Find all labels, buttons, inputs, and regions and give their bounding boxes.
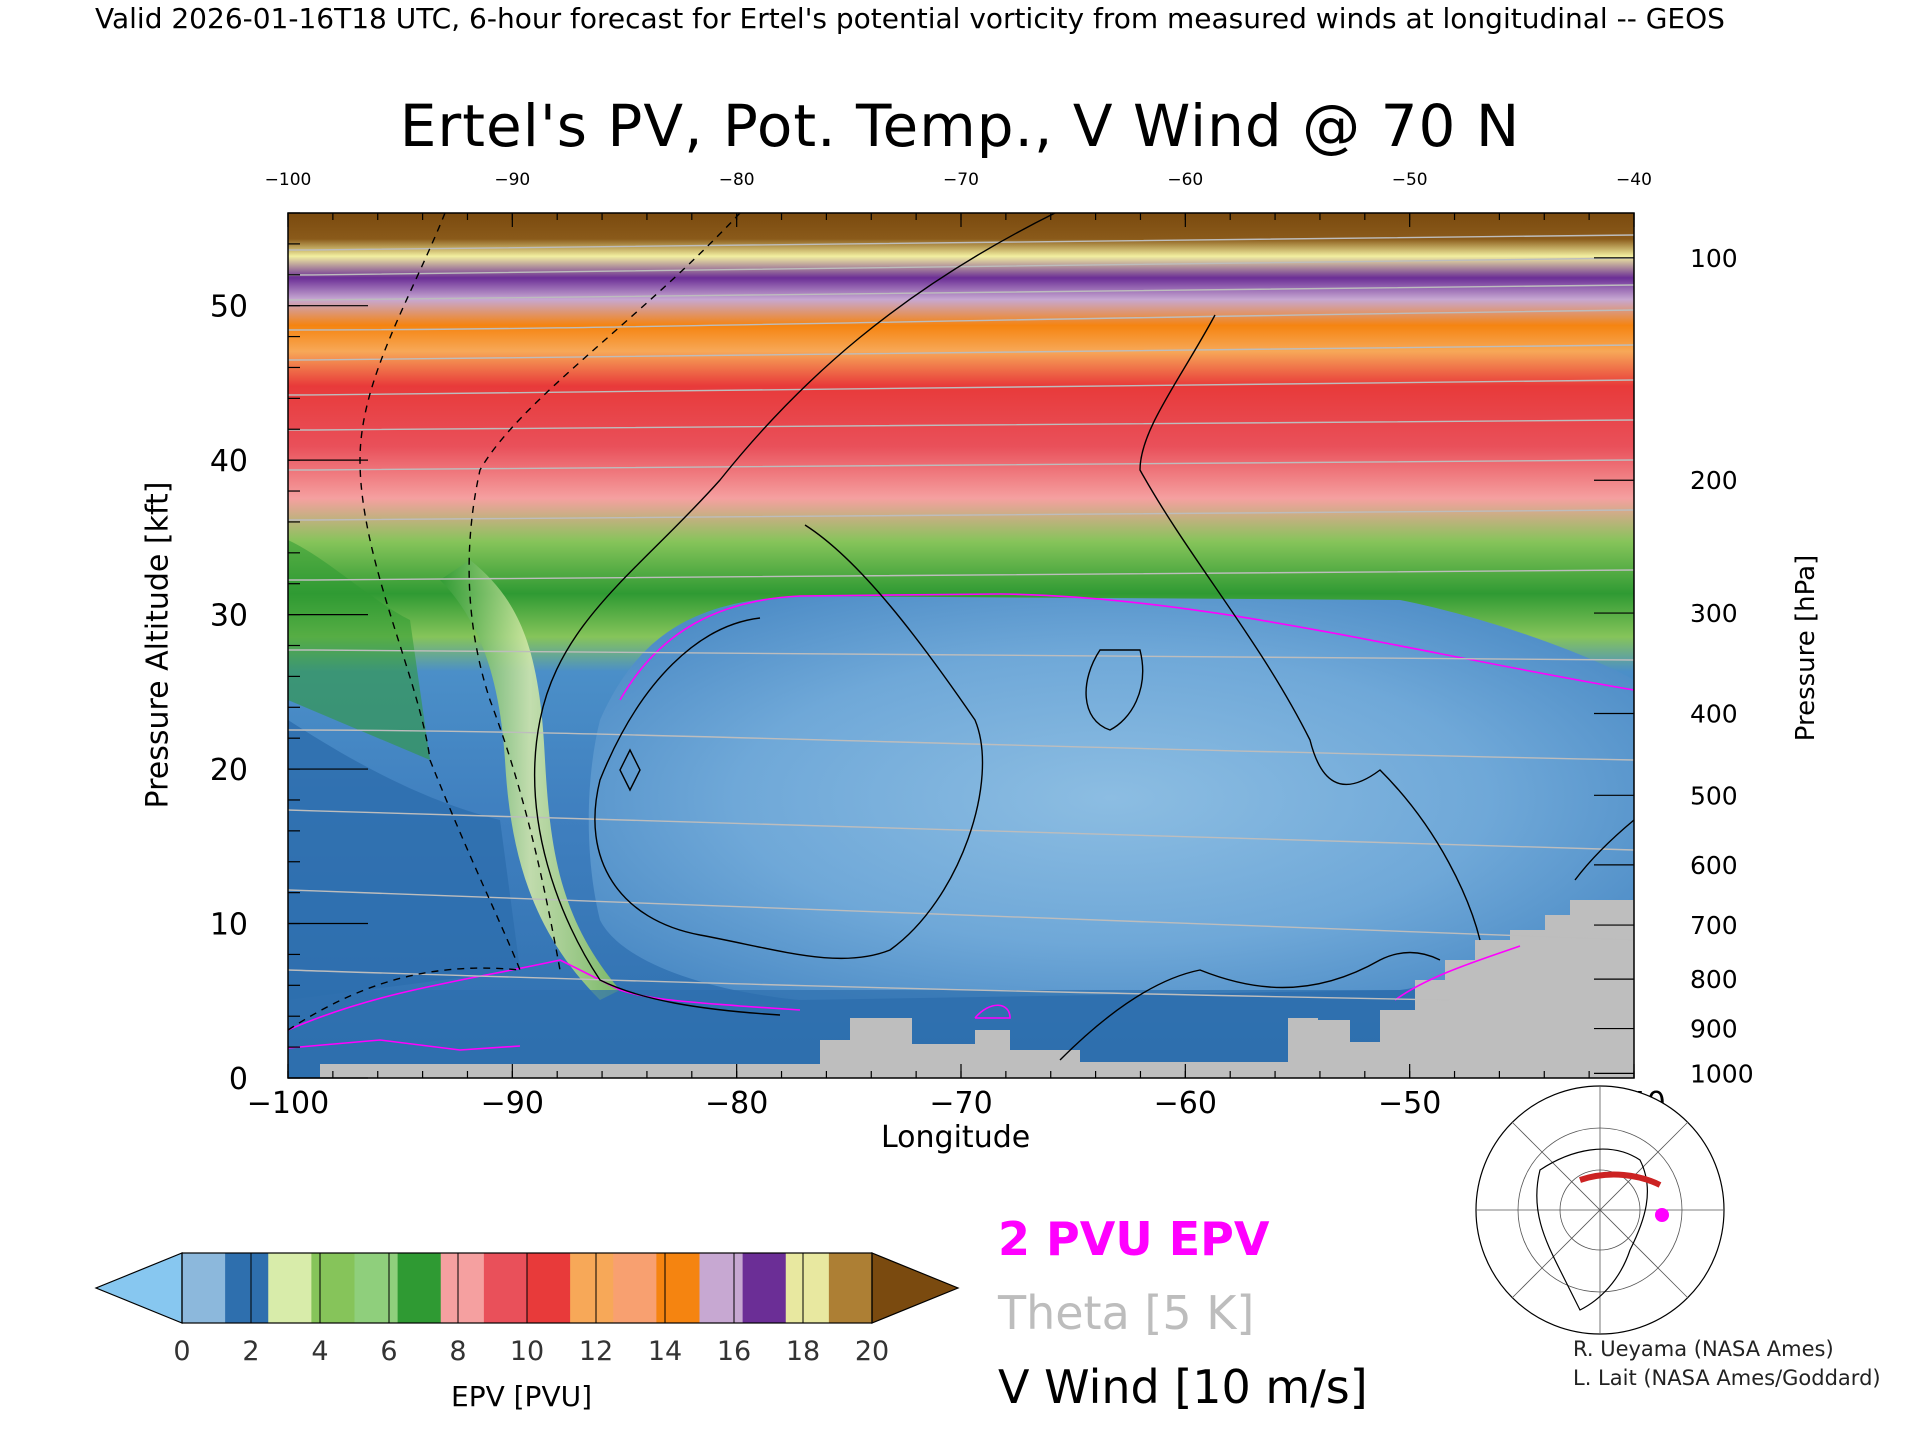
colorbar-segment — [828, 1253, 873, 1323]
pv-2pvu-contour — [288, 593, 1634, 1051]
y-axis-label-left: Pressure Altitude [kft] — [140, 481, 176, 809]
y-tick-label: 40 — [210, 444, 248, 479]
pv-trop-blob — [588, 596, 1634, 1000]
pressure-tick-label: 800 — [1690, 965, 1738, 994]
x-tick-label-top: −50 — [1392, 170, 1428, 190]
colorbar-under-arrow — [94, 1252, 183, 1324]
credits: R. Ueyama (NASA Ames) L. Lait (NASA Ames… — [1573, 1335, 1881, 1393]
credit-line: L. Lait (NASA Ames/Goddard) — [1573, 1366, 1881, 1390]
x-tick-label-top: −90 — [494, 170, 530, 190]
pressure-tick-label: 700 — [1690, 911, 1738, 940]
x-tick-label-top: −60 — [1167, 170, 1203, 190]
legend-theta: Theta [5 K] — [998, 1286, 1255, 1340]
x-tick-label: −50 — [1378, 1086, 1441, 1121]
terrain — [320, 900, 1634, 1078]
x-tick-label-top: −80 — [719, 170, 755, 190]
colorbar — [94, 1252, 960, 1324]
pv-tongue — [440, 560, 620, 1000]
colorbar-segment — [440, 1253, 485, 1323]
colorbar-segment — [656, 1253, 700, 1323]
colorbar-tick-labels: 0 2 4 6 8 10 12 14 16 18 20 — [173, 1336, 889, 1367]
colorbar-tick-label: 2 — [242, 1336, 259, 1367]
colorbar-tick-label: 14 — [648, 1336, 682, 1367]
legend-pv: 2 PVU EPV — [998, 1212, 1270, 1266]
x-tick-label: −100 — [247, 1086, 329, 1121]
vwind-contours — [533, 213, 1634, 1061]
colorbar-tick-label: 18 — [786, 1336, 820, 1367]
colorbar-tick-label: 12 — [579, 1336, 613, 1367]
colorbar-segment — [785, 1253, 830, 1323]
pressure-tick-label: 500 — [1690, 781, 1738, 810]
pressure-tick-label: 300 — [1690, 599, 1738, 628]
y-tick-label: 30 — [210, 599, 248, 634]
x-tick-label: −80 — [705, 1086, 768, 1121]
colorbar-segment — [527, 1253, 571, 1323]
pressure-tick-label: 600 — [1690, 851, 1738, 880]
y-tick-label: 50 — [210, 290, 248, 325]
chart-title: Ertel's PV, Pot. Temp., V Wind @ 70 N — [399, 92, 1521, 160]
y-axis-label-right: Pressure [hPa] — [1791, 554, 1821, 742]
colorbar-segment — [225, 1253, 269, 1323]
colorbar-tick-label: 0 — [173, 1336, 190, 1367]
axis-ticks — [287, 212, 1635, 1079]
locator-map — [1475, 1085, 1725, 1335]
pressure-tick-label: 200 — [1690, 466, 1738, 495]
legend-vwind: V Wind [10 m/s] — [998, 1360, 1368, 1414]
x-tick-label: −70 — [929, 1086, 992, 1121]
x-axis-label: Longitude — [881, 1120, 1031, 1155]
colorbar-segment — [613, 1253, 657, 1323]
colorbar-tick-label: 6 — [380, 1336, 397, 1367]
colorbar-tick-label: 8 — [449, 1336, 466, 1367]
pv-trop-left — [288, 720, 520, 1000]
colorbar-tick-label: 16 — [717, 1336, 751, 1367]
colorbar-over-arrow — [871, 1252, 960, 1324]
x-tick-label: −90 — [481, 1086, 544, 1121]
header-caption: Valid 2026-01-16T18 UTC, 6-hour forecast… — [95, 2, 1725, 35]
colorbar-segment — [699, 1253, 744, 1323]
x-tick-label: −60 — [1154, 1086, 1217, 1121]
y-tick-label: 0 — [229, 1062, 248, 1097]
y-tick-label: 20 — [210, 753, 248, 788]
x-tick-label-top: −70 — [943, 170, 979, 190]
colorbar-tick-label: 10 — [510, 1336, 544, 1367]
pressure-tick-label: 400 — [1690, 699, 1738, 728]
contour-legend: 2 PVU EPV Theta [5 K] V Wind [10 m/s] — [998, 1212, 1368, 1434]
pressure-tick-label: 100 — [1690, 244, 1738, 273]
vwind-negative-contours — [288, 213, 741, 1031]
colorbar-segment — [397, 1253, 442, 1323]
axis-tick-labels: −100 −100 −90 −90 −80 −80 −70 −70 −60 −60 −50 −50 −4… — [210, 170, 1754, 1121]
credit-line: R. Ueyama (NASA Ames) — [1573, 1337, 1834, 1361]
colorbar-segment — [182, 1253, 226, 1323]
colorbar-segment — [742, 1253, 787, 1323]
colorbar-label: EPV [PVU] — [451, 1380, 593, 1413]
pv-field — [288, 213, 1634, 1078]
colorbar-segment — [268, 1253, 312, 1323]
pressure-tick-label: 1000 — [1690, 1059, 1754, 1088]
colorbar-segment — [311, 1253, 355, 1323]
y-tick-label: 10 — [210, 908, 248, 943]
x-tick-label-top: −100 — [265, 170, 312, 190]
pressure-tick-label: 900 — [1690, 1015, 1738, 1044]
x-tick-label-top: −40 — [1616, 170, 1652, 190]
colorbar-tick-label: 4 — [311, 1336, 328, 1367]
colorbar-segment — [570, 1253, 614, 1323]
colorbar-segment — [483, 1253, 528, 1323]
colorbar-tick-label: 20 — [855, 1336, 889, 1367]
colorbar-segment — [354, 1253, 399, 1323]
